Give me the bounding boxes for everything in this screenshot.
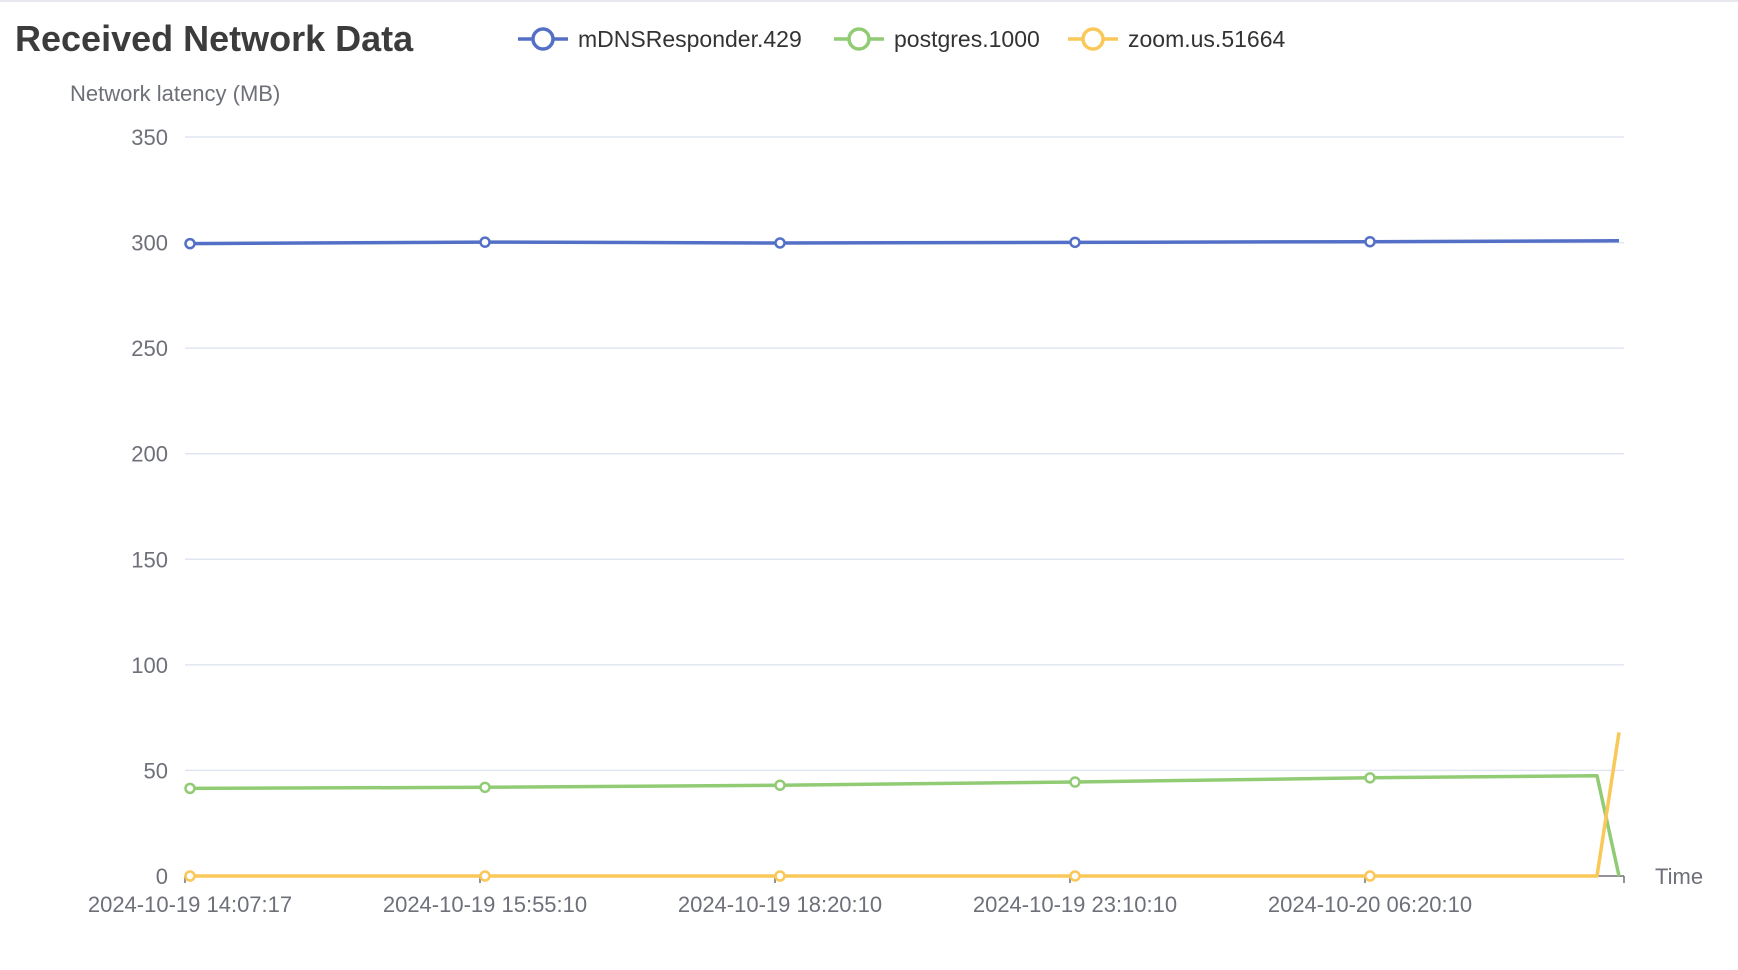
data-point [1069, 236, 1081, 249]
chart-title: Received Network Data [15, 18, 414, 59]
data-point [479, 870, 491, 882]
data-point [184, 870, 196, 882]
y-tick-label: 100 [131, 653, 168, 678]
x-tick-label: 2024-10-19 15:55:10 [383, 892, 587, 917]
data-point [1069, 776, 1081, 788]
grid-lines [185, 136, 1624, 772]
y-tick-label: 350 [131, 125, 168, 150]
top-border [0, 0, 1738, 2]
series-lines [184, 235, 1621, 882]
x-tick-label: 2024-10-20 06:20:10 [1268, 892, 1472, 917]
series-line-0 [189, 238, 1620, 246]
x-tick-label: 2024-10-19 23:10:10 [973, 892, 1177, 917]
data-point [479, 236, 491, 248]
y-tick-label: 150 [131, 547, 168, 572]
data-point [479, 781, 491, 794]
legend-marker [847, 27, 871, 51]
legend: mDNSResponder.429 postgres.1000 zoom.us.51… [518, 26, 1285, 52]
y-tick-label: 50 [144, 758, 168, 783]
data-point [774, 779, 786, 791]
legend-label: mDNSResponder.429 [578, 26, 802, 52]
data-point [184, 782, 196, 795]
series-line-1 [189, 773, 1621, 877]
y-tick-label: 200 [131, 442, 168, 467]
x-tick-label: 2024-10-19 18:20:10 [678, 892, 882, 917]
legend-label: postgres.1000 [894, 26, 1040, 52]
data-point [1069, 870, 1081, 882]
legend-marker [531, 27, 555, 51]
data-point [774, 237, 786, 249]
y-tick-label: 0 [156, 864, 168, 889]
series-line-2 [190, 732, 1621, 878]
legend-marker [1081, 27, 1105, 51]
x-axis-label: Time [1655, 864, 1703, 889]
y-axis-label: Network latency (MB) [70, 81, 280, 106]
data-point [1364, 870, 1376, 882]
x-axis: 2024-10-19 14:07:17 2024-10-19 15:55:10 20… [88, 875, 1625, 917]
data-point [1364, 772, 1376, 784]
data-point [774, 870, 786, 882]
data-point [184, 237, 196, 250]
y-tick-label: 250 [131, 336, 168, 361]
data-point [1364, 235, 1376, 248]
y-axis-ticks: 0 50 100 150 200 250 300 350 [131, 125, 168, 889]
x-tick-label: 2024-10-19 14:07:17 [88, 892, 292, 917]
y-tick-label: 300 [131, 231, 168, 256]
legend-label: zoom.us.51664 [1128, 26, 1285, 52]
